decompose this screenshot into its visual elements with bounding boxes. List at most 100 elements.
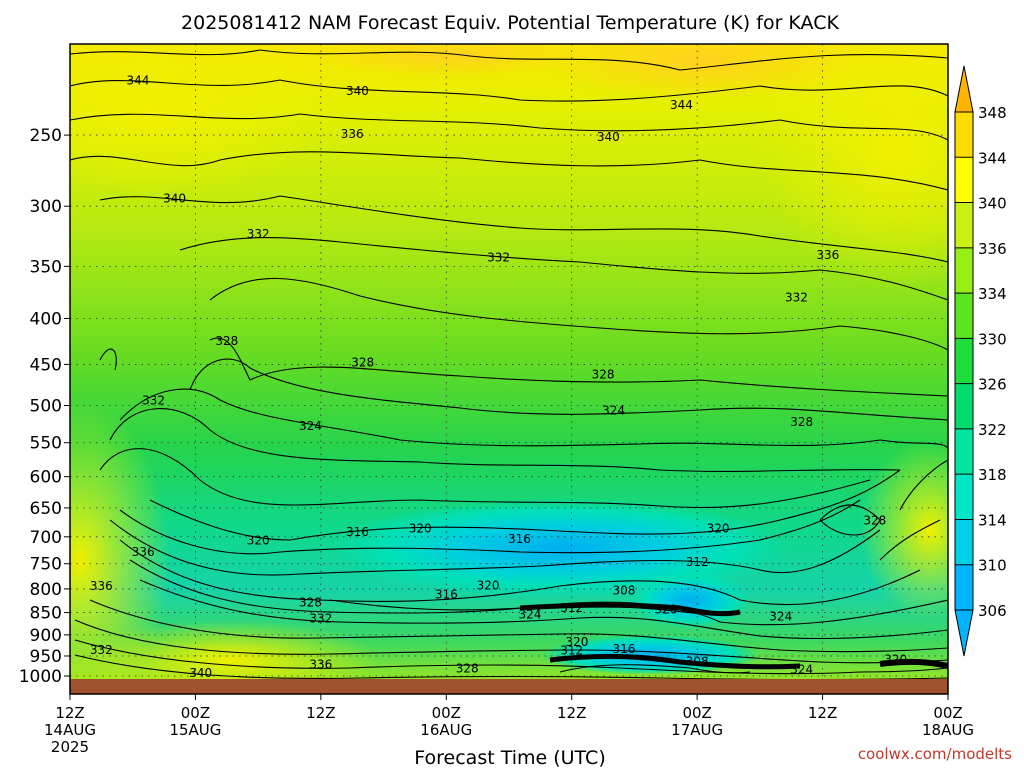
contour-line (99, 448, 871, 509)
contour-line (99, 195, 948, 263)
contour-label: 324 (602, 404, 625, 418)
contour-label-text: 312 (686, 555, 709, 569)
contour-label-text: 340 (346, 84, 369, 98)
contour-label: 336 (132, 545, 155, 559)
colorbar-label: 306 (978, 602, 1007, 620)
contour-label: 332 (309, 611, 332, 625)
contour-label: 328 (863, 513, 886, 527)
contour-label: 336 (341, 127, 364, 141)
colorbar-segment (955, 519, 973, 565)
contour-label: 340 (597, 130, 620, 144)
contour-label-text: 308 (686, 655, 709, 669)
contour-label-text: 324 (769, 610, 792, 624)
colorbar-segment (955, 338, 973, 384)
contour-line (70, 113, 948, 141)
contour-label-text: 328 (456, 661, 479, 675)
contour-label: 344 (670, 98, 693, 112)
contour-label-text: 316 (435, 588, 458, 602)
contour-label: 320 (477, 578, 500, 592)
colorbar-label: 334 (978, 285, 1007, 303)
y-tick-label: 400 (30, 309, 62, 329)
contour-label: 320 (884, 652, 907, 666)
y-tick-label: 500 (30, 397, 62, 417)
colorbar-segment (955, 112, 973, 158)
contour-label-text: 316 (613, 642, 636, 656)
contour-label-text: 320 (654, 602, 677, 616)
contour-label: 320 (654, 602, 677, 616)
contour-label-text: 320 (565, 635, 588, 649)
contour-band (519, 602, 741, 617)
contour-label-text: 344 (670, 98, 693, 112)
contour-label: 332 (487, 250, 510, 264)
colorbar-segment (955, 383, 973, 429)
contour-label: 340 (346, 84, 369, 98)
x-tick-label: 00Z (933, 704, 962, 722)
contour-label-text: 340 (189, 666, 212, 680)
contour-label: 344 (126, 74, 149, 88)
x-tick-label: 16AUG (420, 721, 472, 739)
colorbar-label: 348 (978, 104, 1007, 122)
contour-label: 336 (816, 248, 839, 262)
contour-label: 336 (309, 658, 332, 672)
contour-label-text: 328 (863, 513, 886, 527)
contour-line (149, 469, 901, 541)
colorbar-segment (955, 247, 973, 294)
contour-line (139, 579, 948, 640)
colorbar-label: 322 (978, 421, 1007, 439)
contour-label: 332 (142, 394, 165, 408)
x-tick-label: 14AUG (44, 721, 96, 739)
contour-label-text: 332 (90, 643, 113, 657)
contour-label: 316 (346, 525, 369, 539)
y-tick-label: 950 (30, 647, 62, 667)
colorbar-segment (955, 293, 973, 339)
contour-line (70, 49, 948, 71)
contour-line (74, 639, 948, 675)
contour-band (549, 653, 801, 670)
contour-label: 328 (299, 595, 322, 609)
x-axis-label: Forecast Time (UTC) (414, 747, 605, 768)
x-tick-label: 17AUG (671, 721, 723, 739)
contour-line (899, 459, 948, 511)
contour-label-text: 336 (816, 248, 839, 262)
contour-label: 336 (90, 579, 113, 593)
contour-label: 328 (592, 368, 615, 382)
contour-label-text: 344 (126, 74, 149, 88)
contour-label: 324 (299, 419, 322, 433)
contour-label-text: 312 (560, 601, 583, 615)
y-tick-label: 1000 (19, 667, 62, 687)
x-tick-label: 00Z (682, 704, 711, 722)
x-tick-label: 12Z (808, 704, 837, 722)
x-tick-label: 15AUG (169, 721, 221, 739)
contour-line (70, 151, 948, 191)
colorbar-label: 336 (978, 240, 1007, 258)
contour-line (109, 408, 901, 472)
contour-label: 320 (409, 522, 432, 536)
plot-area: 344 340 344 336 340 340 332 332 336 332 328 328 328 3… (70, 44, 948, 694)
x-tick-label: 00Z (432, 704, 461, 722)
y-tick-label: 650 (30, 499, 62, 519)
contour-label-text: 324 (602, 404, 625, 418)
colorbar-segment (955, 202, 973, 248)
y-tick-label: 600 (30, 468, 62, 488)
grid-lines (70, 44, 948, 694)
y-tick-label: 300 (30, 197, 62, 217)
contour-label-text: 316 (508, 532, 531, 546)
colorbar: 306 310 314 318 322 326 330 334 336 340 344 348 (954, 65, 1007, 657)
contour-label: 328 (351, 356, 374, 370)
x-tick-label: 12Z (55, 704, 84, 722)
contour-label: 320 (707, 522, 730, 536)
colorbar-bottom-arrow (954, 609, 974, 657)
contour-label-text: 340 (163, 192, 186, 206)
contour-label-text: 332 (487, 250, 510, 264)
contour-label: 316 (613, 642, 636, 656)
colorbar-label: 344 (978, 149, 1007, 167)
contour-labels: 344 340 344 336 340 340 332 332 336 332 328 328 328 3… (90, 74, 907, 680)
contour-label-text: 312 (560, 643, 583, 657)
contour-line (179, 237, 948, 301)
colorbar-segment (955, 474, 973, 520)
contour-label-text: 332 (247, 227, 270, 241)
contour-line (109, 519, 881, 576)
y-tick-label: 900 (30, 626, 62, 646)
